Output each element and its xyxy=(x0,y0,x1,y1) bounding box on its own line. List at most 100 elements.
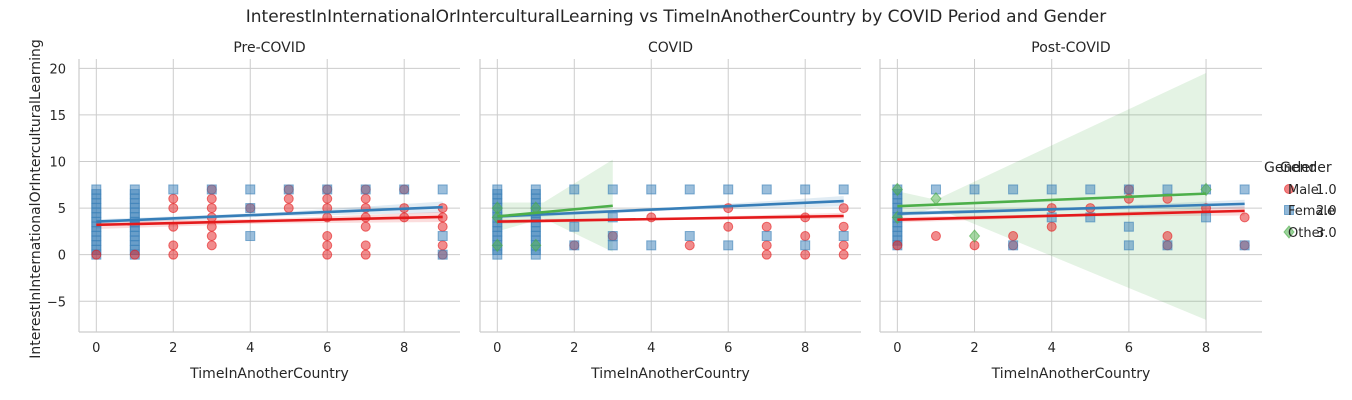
facet-title: Pre-COVID xyxy=(233,40,305,56)
male-point xyxy=(930,231,941,242)
facet-title: COVID xyxy=(648,40,693,56)
chart-title: InterestInInternationalOrInterculturalLe… xyxy=(246,7,1106,27)
facet-0: 0 2 4 6 8 −5 0 5 10 15 20 Pre-COVID TimeInAnotherCou… xyxy=(47,40,460,382)
other-point xyxy=(891,182,904,197)
female-point xyxy=(684,184,695,195)
female-point xyxy=(646,184,657,195)
female-point xyxy=(1239,184,1250,195)
male-point xyxy=(168,193,179,204)
female-point xyxy=(1162,240,1173,251)
female-point xyxy=(607,184,618,195)
y-tick-label: 0 xyxy=(58,249,66,264)
male-point xyxy=(206,231,217,242)
female-point xyxy=(206,184,217,195)
male-point xyxy=(322,249,333,260)
male-point xyxy=(838,221,849,232)
confidence-band xyxy=(497,159,613,252)
legend-label-1-0: 1.0 xyxy=(1316,183,1337,198)
female-point xyxy=(1123,184,1134,195)
x-tick-label: 8 xyxy=(801,341,809,356)
male-point xyxy=(168,203,179,214)
male-point xyxy=(206,193,217,204)
x-tick-label: 0 xyxy=(493,341,501,356)
female-point xyxy=(607,240,618,251)
y-axis-label: InterestInInternationalOrInterculturalLe… xyxy=(28,39,44,358)
x-tick-label: 0 xyxy=(92,341,100,356)
male-point xyxy=(838,240,849,251)
male-point xyxy=(206,203,217,214)
y-tick-label: 15 xyxy=(49,109,66,124)
female-point xyxy=(838,184,849,195)
female-point xyxy=(646,240,657,251)
other-point xyxy=(530,238,542,253)
female-point xyxy=(245,231,256,242)
male-point xyxy=(800,249,811,260)
male-point xyxy=(761,240,772,251)
facet-2: 0 2 4 6 8 Post-COVID TimeInAnotherCountry xyxy=(879,40,1262,382)
other-point xyxy=(1200,182,1212,197)
legend-label-male: Male xyxy=(1288,183,1319,198)
other-point xyxy=(891,210,904,225)
female-point xyxy=(530,184,541,195)
male-point xyxy=(91,249,102,260)
y-tick-label: −5 xyxy=(47,295,66,310)
male-point xyxy=(761,221,772,232)
legend-title-1: Gender xyxy=(1264,160,1316,176)
female-point xyxy=(684,231,695,242)
female-point xyxy=(723,184,734,195)
female-point xyxy=(129,184,140,195)
x-tick-label: 8 xyxy=(400,341,408,356)
male-point xyxy=(723,221,734,232)
regression-line xyxy=(897,209,1245,222)
male-point xyxy=(800,231,811,242)
male-point xyxy=(1008,231,1019,242)
male-point xyxy=(684,240,695,251)
x-tick-label: 6 xyxy=(323,341,331,356)
female-point xyxy=(91,184,102,195)
male-point xyxy=(1162,231,1173,242)
other-point xyxy=(968,229,981,243)
male-point xyxy=(360,240,371,251)
male-point xyxy=(437,221,448,232)
x-axis-label: TimeInAnotherCountry xyxy=(189,366,349,382)
x-tick-label: 0 xyxy=(893,341,901,356)
regression-line xyxy=(497,199,844,218)
male-point xyxy=(360,221,371,232)
female-point xyxy=(245,184,256,195)
legend-label-female: Female xyxy=(1288,204,1335,219)
female-point xyxy=(399,184,410,195)
plot-area xyxy=(91,184,448,260)
female-point xyxy=(1046,184,1057,195)
female-point xyxy=(800,184,811,195)
female-point xyxy=(1046,212,1057,223)
female-point xyxy=(607,231,618,242)
male-point xyxy=(206,240,217,251)
x-tick-label: 8 xyxy=(1202,341,1210,356)
male-point xyxy=(761,249,772,260)
x-tick-label: 6 xyxy=(1125,341,1133,356)
female-point xyxy=(1201,212,1212,223)
male-point xyxy=(838,203,849,214)
plot-area xyxy=(891,72,1250,320)
legend-label-3-0: 3.0 xyxy=(1316,226,1337,241)
male-point xyxy=(283,203,294,214)
male-point xyxy=(646,212,657,223)
female-point xyxy=(245,203,256,214)
facet-1: 0 2 4 6 8 COVID TimeInAnotherCountry xyxy=(479,40,861,382)
x-tick-label: 6 xyxy=(724,341,732,356)
x-tick-label: 4 xyxy=(246,341,254,356)
female-point xyxy=(322,184,333,195)
female-point xyxy=(1008,240,1019,251)
male-point xyxy=(360,193,371,204)
female-point xyxy=(1239,240,1250,251)
y-tick-label: 20 xyxy=(49,62,66,77)
x-axis-label: TimeInAnotherCountry xyxy=(590,366,750,382)
regression-line xyxy=(897,192,1207,208)
regression-line xyxy=(497,204,613,218)
female-point xyxy=(1085,184,1096,195)
female-point xyxy=(969,184,980,195)
male-point xyxy=(360,249,371,260)
male-point xyxy=(1046,221,1057,232)
female-point xyxy=(761,184,772,195)
